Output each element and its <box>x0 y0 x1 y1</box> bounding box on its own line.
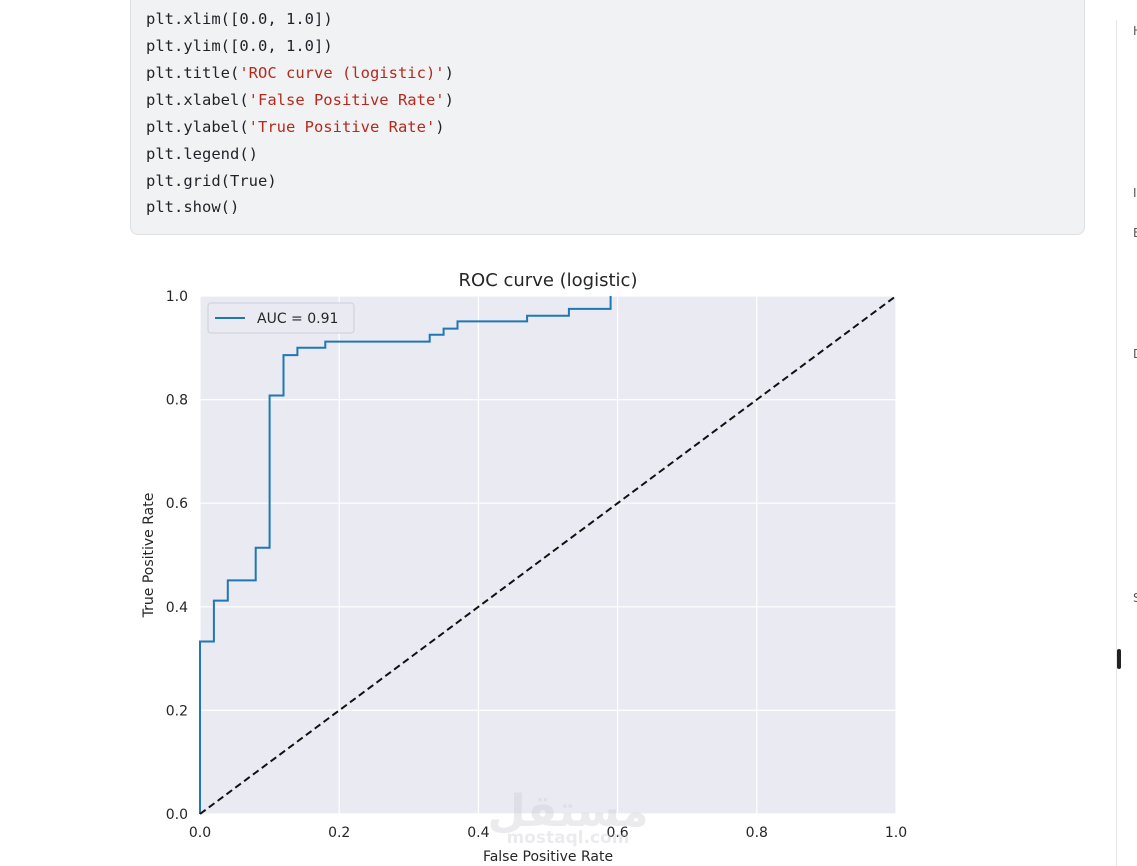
code-line-show: plt.show() <box>146 198 240 216</box>
panel-letter: D <box>1133 347 1137 361</box>
y-axis-label: True Positive Rate <box>141 493 157 619</box>
y-tick-label: 0.4 <box>166 600 188 616</box>
code-line-grid: plt.grid(True) <box>146 172 277 190</box>
right-side-panel: H I E D S <box>1116 20 1137 866</box>
legend: AUC = 0.91 <box>207 302 355 334</box>
x-tick-label: 0.0 <box>189 825 211 841</box>
x-tick-labels: 0.0 0.2 0.4 0.6 0.8 1.0 <box>189 825 907 841</box>
x-tick-label: 0.2 <box>328 825 350 841</box>
y-tick-labels: 0.0 0.2 0.4 0.6 0.8 1.0 <box>166 289 188 823</box>
code-line-title: plt.title('ROC curve (logistic)') <box>146 64 454 82</box>
panel-letter: H <box>1133 24 1137 38</box>
legend-box <box>207 302 355 334</box>
y-tick-label: 0.0 <box>166 807 188 823</box>
watermark-logo: مستقل mostaql.com <box>488 786 649 848</box>
y-tick-label: 1.0 <box>166 289 188 305</box>
chart-title: ROC curve (logistic) <box>459 270 638 291</box>
y-tick-label: 0.6 <box>166 496 188 512</box>
code-cell[interactable]: plt.xlim([0.0, 1.0]) plt.ylim([0.0, 1.0]… <box>130 0 1085 235</box>
x-tick-label: 0.6 <box>606 825 628 841</box>
roc-curve-line <box>199 296 612 814</box>
panel-letter: I <box>1133 186 1137 200</box>
code-line-xlim: plt.xlim([0.0, 1.0]) <box>146 10 333 28</box>
diagonal-reference-line <box>199 295 897 815</box>
roc-chart: 0.0 0.2 0.4 0.6 0.8 1.0 0.0 0.2 0.4 0.6 0.8 1.0 RO… <box>141 270 907 865</box>
code-line-legend: plt.legend() <box>146 145 258 163</box>
x-tick-label: 1.0 <box>885 825 907 841</box>
panel-letter: S <box>1133 591 1137 605</box>
x-axis-label: False Positive Rate <box>483 849 613 865</box>
watermark-arabic: مستقل <box>488 786 649 837</box>
code-line-xlabel: plt.xlabel('False Positive Rate') <box>146 91 454 109</box>
panel-letter: E <box>1133 226 1137 240</box>
grid-lines <box>199 295 897 815</box>
legend-label: AUC = 0.91 <box>257 311 338 327</box>
x-tick-label: 0.8 <box>746 825 768 841</box>
code-line-ylim: plt.ylim([0.0, 1.0]) <box>146 37 333 55</box>
panel-scroll-marker[interactable] <box>1117 649 1121 669</box>
x-tick-label: 0.4 <box>467 825 489 841</box>
y-tick-label: 0.8 <box>166 393 188 409</box>
y-tick-label: 0.2 <box>166 703 188 719</box>
series-lines <box>199 295 897 815</box>
code-line-ylabel: plt.ylabel('True Positive Rate') <box>146 118 445 136</box>
watermark-latin: mostaql.com <box>506 828 629 848</box>
